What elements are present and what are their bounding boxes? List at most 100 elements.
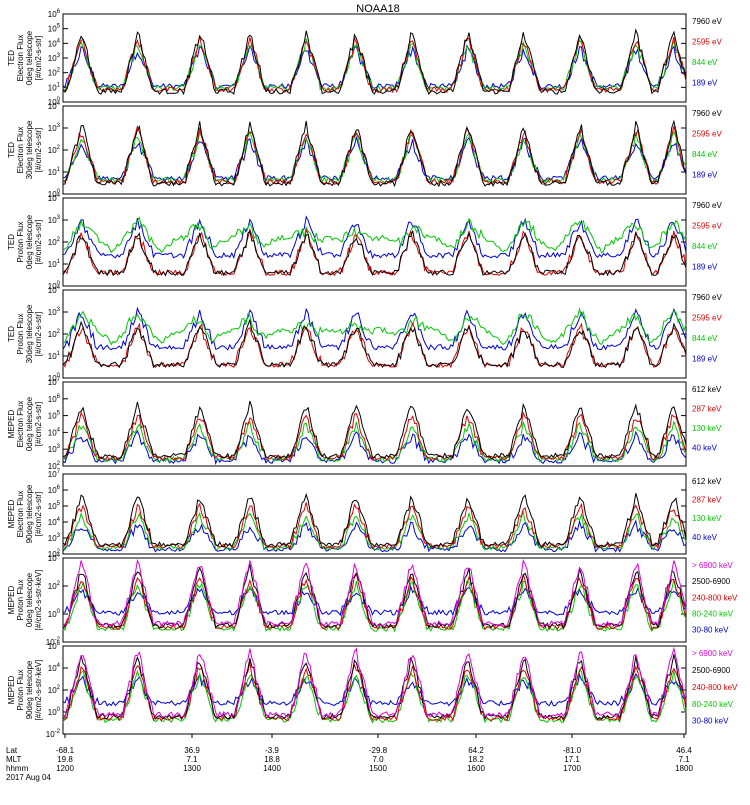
y-axis-label: Proton Flux: [16, 222, 25, 263]
y-tick-label: 100: [48, 609, 61, 619]
panel-8: 10-2 100 102 104 106 MEPED Proton Flux 90deg te…: [7, 641, 738, 739]
series-line-7960-ev: [62, 28, 687, 96]
series-line-240-800-kev: [62, 661, 687, 723]
legend-entry: 30-80 keV: [692, 626, 729, 635]
y-axis-label: TED: [7, 50, 16, 66]
x-tick-label: 1800: [675, 764, 693, 773]
y-tick-label: 106: [48, 394, 61, 404]
legend-entry: 844 eV: [692, 150, 718, 159]
legend-entry: 287 keV: [692, 496, 722, 505]
y-axis-label: 30deg telescope: [25, 120, 34, 179]
y-axis-label: Electron Flux: [16, 35, 25, 82]
legend-entry: 2595 eV: [692, 37, 722, 46]
series-line-7960-ev: [62, 230, 687, 277]
y-axis-label: 90deg telescope: [25, 484, 34, 543]
y-tick-label: 103: [48, 533, 61, 543]
x-row-label: hhmm: [6, 764, 29, 773]
series-line--6900-kev: [62, 646, 687, 719]
panel-3: 100 101 102 103 104 TED Proton Flux 0deg telesc…: [7, 193, 722, 291]
y-tick-label: 103: [48, 444, 61, 454]
legend-entry: 240-800 keV: [692, 593, 738, 602]
chart-title: NOAA18: [356, 3, 399, 15]
legend-entry: 7960 eV: [692, 201, 722, 210]
y-tick-label: 102: [48, 145, 61, 155]
legend-entry: 7960 eV: [692, 293, 722, 302]
x-tick-label: -29.8: [369, 746, 388, 755]
y-tick-label: 102: [48, 329, 61, 339]
series-line-80-240-kev: [62, 669, 687, 724]
y-tick-label: 104: [48, 38, 61, 48]
x-tick-label: 36.9: [184, 746, 200, 755]
y-axis-label: [#/cm2-s-str]: [34, 402, 43, 446]
legend-entry: 40 keV: [692, 444, 718, 453]
y-tick-label: 106: [48, 485, 61, 495]
y-tick-label: 105: [48, 24, 61, 34]
y-axis-label: Proton Flux: [16, 670, 25, 711]
x-tick-label: -81.0: [563, 746, 582, 755]
series-line-30-80-kev: [63, 584, 687, 617]
x-tick-label: 46.4: [676, 746, 692, 755]
series-line-2595-ev: [62, 33, 687, 94]
x-tick-label: 7.1: [186, 755, 198, 764]
panel-4: 100 101 102 103 104 TED Proton Flux 30deg teles…: [7, 285, 722, 383]
y-axis-label: Electron Flux: [16, 127, 25, 174]
y-axis-label: [#/cm2-s-str-keV]: [34, 570, 43, 631]
y-tick-label: 104: [48, 427, 61, 437]
x-tick-label: 7.1: [678, 755, 690, 764]
y-tick-label: 104: [48, 553, 61, 563]
x-tick-label: 1300: [183, 764, 201, 773]
y-axis-label: Electron Flux: [16, 491, 25, 538]
legend-entry: 80-240 keV: [692, 700, 734, 709]
legend-entry: 844 eV: [692, 242, 718, 251]
x-tick-label: 18.8: [264, 755, 280, 764]
legend-entry: 2500-6900: [692, 577, 731, 586]
series-line-844-ev: [62, 307, 687, 346]
y-tick-label: 102: [48, 68, 61, 78]
series-line-7960-ev: [62, 318, 687, 369]
legend-entry: 2595 eV: [692, 313, 722, 322]
legend-entry: > 6900 keV: [692, 649, 733, 658]
panel-2: 100 101 102 103 104 TED Electron Flux 30deg tel…: [7, 101, 722, 199]
x-tick-label: 18.2: [468, 755, 484, 764]
legend-entry: 287 keV: [692, 405, 722, 414]
y-tick-label: 104: [48, 285, 61, 295]
series-line-612-kev: [62, 492, 687, 548]
panel-5: 102 103 104 105 106 107 MEPED Electron Flux 0deg…: [7, 377, 722, 471]
series-line-844-ev: [62, 216, 687, 254]
series-line-130-kev: [62, 509, 687, 551]
y-tick-label: 107: [48, 469, 61, 479]
y-axis-label: [#/cm2-s-str]: [34, 220, 43, 264]
x-tick-label: -3.9: [265, 746, 279, 755]
series-line-844-ev: [62, 38, 687, 92]
y-tick-label: 102: [48, 461, 61, 471]
y-axis-label: [#/cm2-s-str]: [34, 128, 43, 172]
y-tick-label: 100: [48, 281, 61, 291]
y-axis-label: [#/cm2-s-str-keV]: [34, 660, 43, 721]
y-tick-label: 104: [48, 101, 61, 111]
y-axis-label: Electron Flux: [16, 401, 25, 448]
legend-entry: 240-800 keV: [692, 683, 738, 692]
legend-entry: 189 eV: [692, 262, 718, 271]
y-tick-label: 102: [48, 685, 61, 695]
y-axis-label: 0deg telescope: [25, 396, 34, 451]
y-tick-label: 103: [48, 215, 61, 225]
y-tick-label: 103: [48, 123, 61, 133]
x-tick-label: 64.2: [468, 746, 484, 755]
series-line-2595-ev: [62, 124, 687, 186]
legend-entry: 844 eV: [692, 58, 718, 67]
y-axis-label: TED: [7, 326, 16, 342]
y-tick-label: 100: [48, 373, 61, 383]
legend-entry: 30-80 keV: [692, 717, 729, 726]
y-tick-label: 103: [48, 53, 61, 63]
y-axis-label: Proton Flux: [16, 580, 25, 621]
y-axis-label: [#/cm2-s-str]: [34, 492, 43, 536]
x-tick-label: 1500: [369, 764, 387, 773]
panel-1: 100 101 102 103 104 105 106 TED Electron Flux 0de…: [7, 9, 722, 107]
panel-6: 102 103 104 105 106 107 MEPED Electron Flux 90de…: [7, 469, 722, 559]
y-axis-label: [#/cm2-s-str]: [34, 312, 43, 356]
y-axis-label: TED: [7, 142, 16, 158]
x-tick-label: 1600: [467, 764, 485, 773]
y-axis-label: TED: [7, 234, 16, 250]
y-tick-label: 103: [48, 307, 61, 317]
